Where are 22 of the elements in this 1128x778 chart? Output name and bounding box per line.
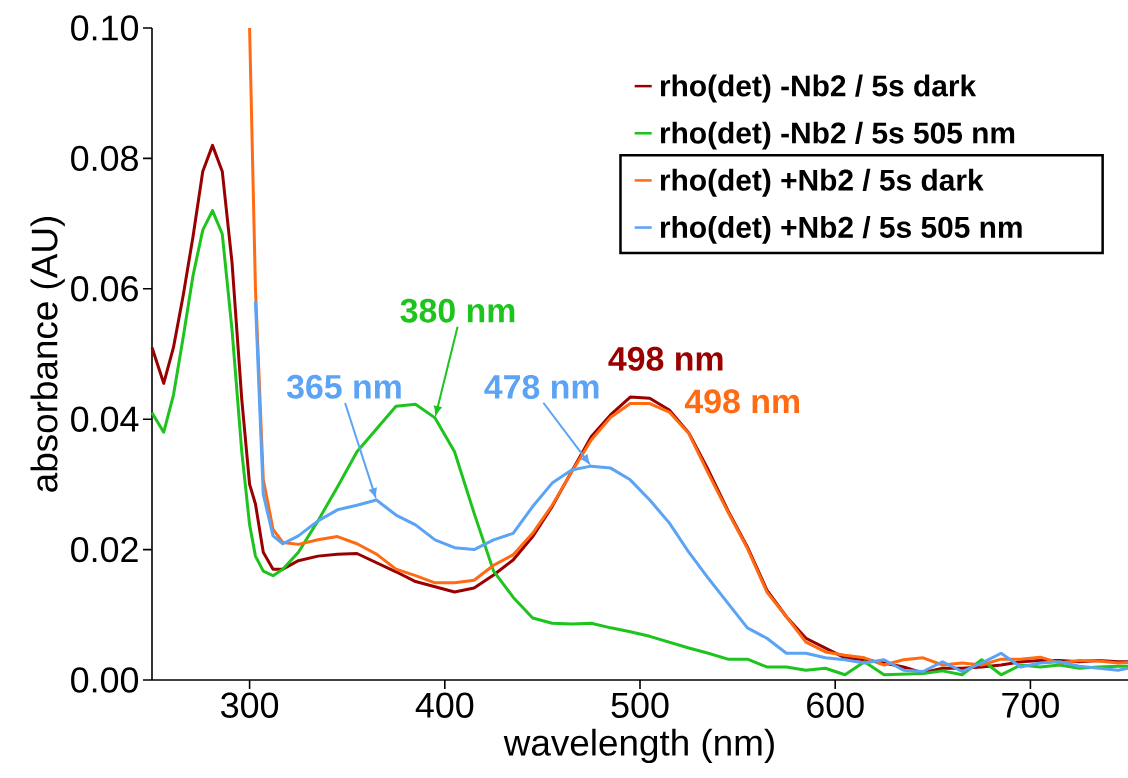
x-tick-label: 500 xyxy=(611,692,669,718)
y-tick-label: 0.08 xyxy=(71,145,138,172)
annotation: 498 nm xyxy=(684,389,799,414)
y-tick-label: 0.06 xyxy=(71,276,138,302)
y-tick-label: 0.00 xyxy=(71,667,139,693)
annotation: 365 nm xyxy=(286,374,401,399)
legend-label: rho(det) -Nb2 / 5s dark xyxy=(660,74,977,103)
annotation: 478 nm xyxy=(484,374,599,399)
y-tick-label: 0.04 xyxy=(71,406,139,432)
x-tick-label: 400 xyxy=(415,692,474,718)
x-tick-label: 700 xyxy=(1002,692,1059,718)
x-tick-label: 300 xyxy=(221,692,279,718)
legend-label: rho(det) +Nb2 / 5s dark xyxy=(660,168,984,197)
annotation: 380 nm xyxy=(400,298,515,323)
y-tick-label: 0.02 xyxy=(71,536,138,563)
x-axis-title: wavelength (nm) xyxy=(503,728,774,764)
legend-label: rho(det) +Nb2 / 5s 505 nm xyxy=(660,215,1022,244)
annotation: 498 nm xyxy=(608,346,723,371)
legend-label: rho(det) -Nb2 / 5s 505 nm xyxy=(660,121,1015,150)
y-tick-label: 0.10 xyxy=(71,15,139,41)
y-axis-title: absorbance (AU) xyxy=(30,217,65,492)
x-tick-label: 600 xyxy=(807,692,864,718)
